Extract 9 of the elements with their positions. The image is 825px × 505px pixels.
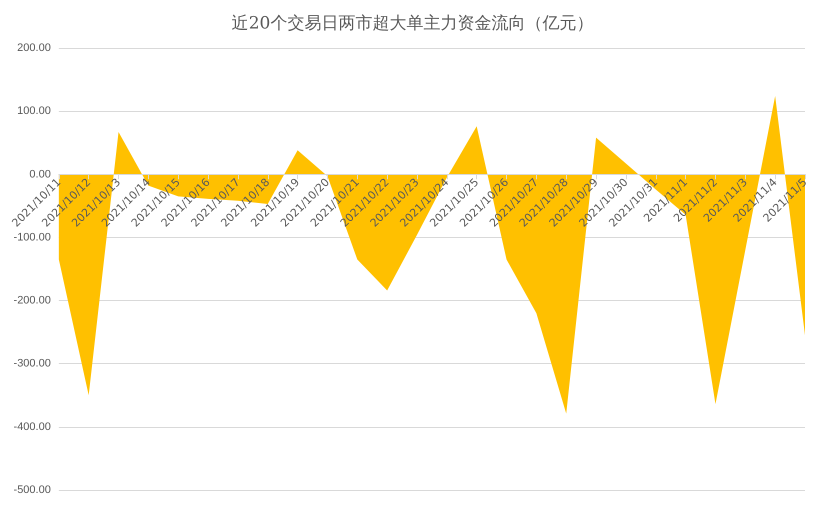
y-tick-label: -400.00 (14, 420, 51, 433)
chart-title: 近20个交易日两市超大单主力资金流向（亿元） (232, 14, 594, 34)
y-tick-label: 100.00 (17, 105, 51, 118)
y-tick-label: -500.00 (14, 484, 51, 496)
y-tick-label: 200.00 (17, 42, 51, 54)
y-tick-label: -300.00 (14, 358, 51, 370)
y-tick-label: -200.00 (14, 294, 51, 307)
y-tick-label: -100.00 (14, 231, 51, 244)
y-tick-label: 0.00 (29, 168, 51, 180)
